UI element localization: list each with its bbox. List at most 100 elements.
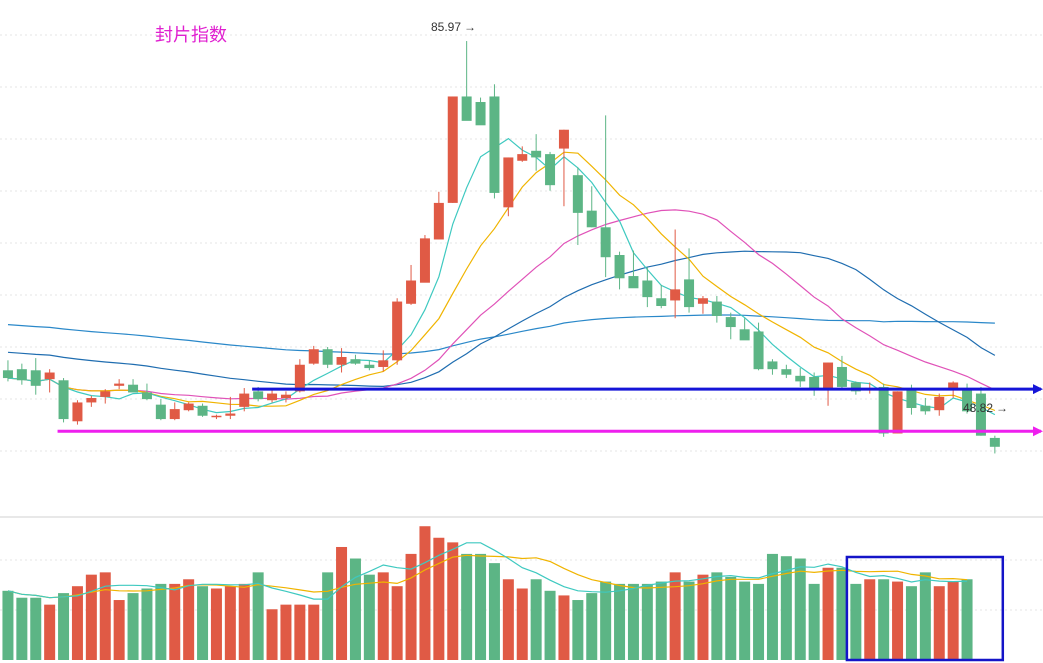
candle-up xyxy=(406,264,417,305)
candle-body xyxy=(642,280,653,298)
candle-body xyxy=(294,364,305,392)
candle-body xyxy=(364,364,375,369)
volume-bar-down xyxy=(655,581,667,660)
candle-up xyxy=(697,296,708,314)
candle-body xyxy=(211,415,222,418)
candle-body xyxy=(614,255,625,279)
candle-body xyxy=(114,383,125,386)
volume-bar-down xyxy=(349,558,361,660)
low-label: 48.82 xyxy=(963,401,993,415)
volume-bar-down xyxy=(461,553,473,660)
volume-highlight-box xyxy=(845,555,1005,662)
gridlines xyxy=(0,34,1043,611)
candle-down xyxy=(155,399,166,421)
candle-body xyxy=(850,382,861,392)
candle-up xyxy=(100,389,111,404)
candle-down xyxy=(656,284,667,309)
high-label: 85.97 xyxy=(431,20,461,34)
candle-down xyxy=(711,296,722,323)
candle-body xyxy=(280,394,291,399)
candle-up xyxy=(558,129,569,207)
candle-body xyxy=(419,238,430,283)
candle-body xyxy=(155,404,166,420)
volume-bar-down xyxy=(363,574,375,660)
high-arrow-icon: → xyxy=(464,20,476,34)
candle-down xyxy=(141,383,152,401)
volume-bar-down xyxy=(586,593,598,660)
candle-up xyxy=(225,396,236,420)
candle-up xyxy=(503,157,514,217)
volume-bar-down xyxy=(905,586,917,660)
candle-down xyxy=(461,41,472,121)
candle-down xyxy=(600,115,611,278)
candle-down xyxy=(642,267,653,308)
candle-body xyxy=(267,393,278,401)
support-lines xyxy=(57,384,1043,437)
volume-bar-up xyxy=(864,579,876,660)
candle-body xyxy=(906,390,917,408)
candle-down xyxy=(628,250,639,289)
candle-body xyxy=(433,202,444,240)
candle-down xyxy=(975,386,986,436)
volume-bar-up xyxy=(113,600,125,660)
candle-up xyxy=(517,146,528,162)
candle-body xyxy=(461,96,472,121)
volume-bar-up xyxy=(308,604,320,660)
candle-body xyxy=(392,301,403,361)
candle-body xyxy=(836,366,847,387)
volume-bar-up xyxy=(892,581,904,660)
volume-bar-down xyxy=(766,553,778,660)
candle-body xyxy=(183,403,194,411)
candle-up xyxy=(419,235,430,283)
volume-bar-down xyxy=(794,558,806,660)
candle-body xyxy=(962,389,973,412)
candle-body xyxy=(350,359,361,364)
candle-down xyxy=(128,379,139,393)
candle-body xyxy=(989,437,1000,447)
volume-bar-down xyxy=(711,572,723,660)
candle-body xyxy=(58,380,69,420)
volume-bars xyxy=(2,526,973,660)
candle-body xyxy=(447,96,458,203)
candle-body xyxy=(767,361,778,370)
candle-body xyxy=(225,413,236,416)
volume-bar-down xyxy=(961,579,973,660)
candle-down xyxy=(16,363,27,385)
volume-bar-down xyxy=(627,583,639,660)
candle-body xyxy=(169,409,180,420)
volume-bar-down xyxy=(919,572,931,660)
candle-down xyxy=(614,251,625,290)
candle-body xyxy=(16,369,27,381)
candle-up xyxy=(267,389,278,403)
volume-bar-up xyxy=(558,595,570,660)
candle-down xyxy=(2,360,13,382)
volume-bar-down xyxy=(780,556,792,660)
candle-body xyxy=(656,298,667,306)
candle-up xyxy=(378,350,389,372)
low-arrow-icon: → xyxy=(996,401,1008,415)
volume-bar-down xyxy=(127,593,139,660)
ma10-line xyxy=(7,151,996,412)
volume-bar-up xyxy=(280,604,292,660)
candle-down xyxy=(739,318,750,341)
candle-up xyxy=(169,402,180,421)
candle-up xyxy=(934,393,945,416)
volume-bar-up xyxy=(99,572,111,660)
volume-bar-up xyxy=(85,574,97,660)
volume-bar-down xyxy=(475,553,487,660)
volume-bar-down xyxy=(16,597,28,660)
volume-bar-down xyxy=(30,597,42,660)
volume-bar-down xyxy=(544,590,556,660)
candle-body xyxy=(503,157,514,208)
candle-body xyxy=(795,375,806,382)
volume-bar-down xyxy=(2,590,14,660)
candle-up xyxy=(114,379,125,390)
candle-down xyxy=(572,167,583,246)
candle-body xyxy=(572,175,583,213)
candle-up xyxy=(670,229,681,319)
volume-bar-up xyxy=(391,586,403,660)
candle-down xyxy=(781,364,792,379)
candle-body xyxy=(558,129,569,149)
volume-bar-down xyxy=(808,583,820,660)
volume-bar-down xyxy=(725,576,737,660)
